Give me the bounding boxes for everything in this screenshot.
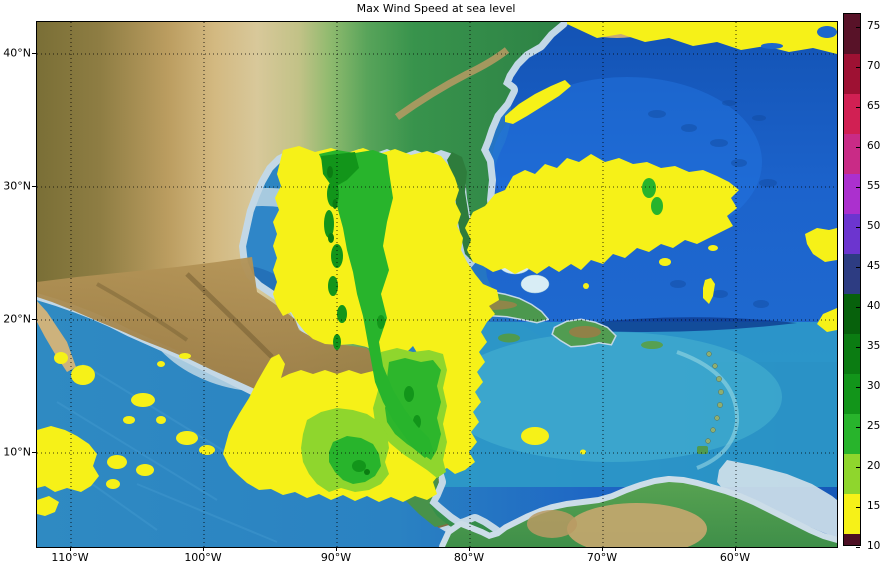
colorbar-segment-60-65 — [844, 94, 860, 134]
lon-tick-label: 60°W — [719, 551, 751, 564]
lat-tick-mark — [32, 53, 36, 54]
colorbar-segment-20-25 — [844, 414, 860, 454]
lon-tick-mark — [203, 547, 204, 551]
colorbar-tick-label: 60 — [867, 140, 881, 152]
wind-speed-map — [37, 22, 837, 547]
colorbar-segment-70-75 — [844, 14, 860, 54]
colorbar-tick-mark — [856, 507, 860, 508]
colorbar-tick-label: 10 — [867, 540, 881, 552]
antilles-shelf-arc — [676, 350, 740, 470]
colorbar-tick-label: 50 — [867, 220, 881, 232]
colorbar-segment-35-40 — [844, 294, 860, 334]
lat-tick-mark — [32, 319, 36, 320]
lon-tick-label: 110°W — [51, 551, 89, 564]
colorbar-tick-label: 20 — [867, 460, 881, 472]
wind-overlay-green — [301, 150, 663, 492]
colorbar-tick-mark — [856, 347, 860, 348]
top-band-gaps — [761, 26, 837, 49]
colorbar-tick-label: 55 — [867, 180, 881, 192]
colorbar-segment-25-30 — [844, 374, 860, 414]
lat-tick-mark — [32, 186, 36, 187]
colorbar-segment-15-20 — [844, 454, 860, 494]
colorbar-segment-55-60 — [844, 134, 860, 174]
venezuela-highlands — [567, 503, 707, 547]
lon-tick-label: 90°W — [320, 551, 352, 564]
colorbar — [843, 13, 861, 548]
sierra-madre-west-ridge — [96, 282, 189, 342]
lat-tick-label: 30°N — [3, 179, 31, 193]
appalachians-ridge — [394, 47, 510, 120]
colorbar-tick-label: 25 — [867, 420, 881, 432]
lat-tick-label: 20°N — [3, 312, 31, 326]
plot-title: Max Wind Speed at sea level — [356, 2, 516, 15]
colorbar-tick-mark — [856, 427, 860, 428]
colorbar-tick-mark — [856, 27, 860, 28]
land-puerto-rico — [641, 341, 663, 349]
wind-overlay-yellow — [37, 22, 837, 516]
colorbar-tick-label: 45 — [867, 260, 881, 272]
colorbar-tick-mark — [856, 147, 860, 148]
colorbar-tick-label: 40 — [867, 300, 881, 312]
lon-tick-mark — [735, 547, 736, 551]
lon-tick-mark — [70, 547, 71, 551]
colorbar-tick-mark — [856, 467, 860, 468]
colorbar-tick-mark — [856, 307, 860, 308]
lon-tick-label: 70°W — [586, 551, 618, 564]
storm-track-dark-green — [321, 152, 385, 350]
land-mexico — [37, 257, 449, 528]
colorbar-segment-30-35 — [844, 334, 860, 374]
land-jamaica — [498, 333, 520, 343]
land-trinidad — [697, 446, 708, 454]
colorbar-tick-label: 35 — [867, 340, 881, 352]
lon-tick-mark — [602, 547, 603, 551]
lon-tick-mark — [469, 547, 470, 551]
colorbar-segment-65-70 — [844, 54, 860, 94]
colorbar-tick-mark — [856, 547, 860, 548]
sierra-madre-ridge — [185, 272, 274, 359]
colorbar-tick-label: 70 — [867, 60, 881, 72]
colorbar-tick-mark — [856, 267, 860, 268]
atlantic-seamounts — [648, 100, 777, 308]
colorbar-tick-label: 65 — [867, 100, 881, 112]
hispaniola-highlands — [569, 326, 601, 338]
colorbar-tick-mark — [856, 227, 860, 228]
lon-tick-label: 100°W — [184, 551, 222, 564]
lon-tick-mark — [336, 547, 337, 551]
lat-tick-label: 10°N — [3, 445, 31, 459]
colorbar-segment-10-15 — [844, 494, 860, 534]
colorbar-segment-45-50 — [844, 214, 860, 254]
colorbar-tick-mark — [856, 107, 860, 108]
colorbar-segment-40-45 — [844, 254, 860, 294]
colorbar-tick-mark — [856, 187, 860, 188]
lat-tick-label: 40°N — [3, 46, 31, 60]
colorbar-tick-label: 15 — [867, 500, 881, 512]
colorbar-tick-label: 75 — [867, 20, 881, 32]
lon-tick-label: 80°W — [453, 551, 485, 564]
lesser-antilles — [705, 351, 724, 444]
colorbar-segment-50-55 — [844, 174, 860, 214]
colorbar-tick-mark — [856, 67, 860, 68]
colorbar-tick-mark — [856, 387, 860, 388]
graticule-gridlines — [37, 22, 837, 547]
map-plot-area — [36, 21, 838, 548]
colorbar-tick-label: 30 — [867, 380, 881, 392]
colombia-highlands — [527, 510, 577, 538]
lat-tick-mark — [32, 452, 36, 453]
storm-track-darkest-green — [327, 166, 338, 243]
